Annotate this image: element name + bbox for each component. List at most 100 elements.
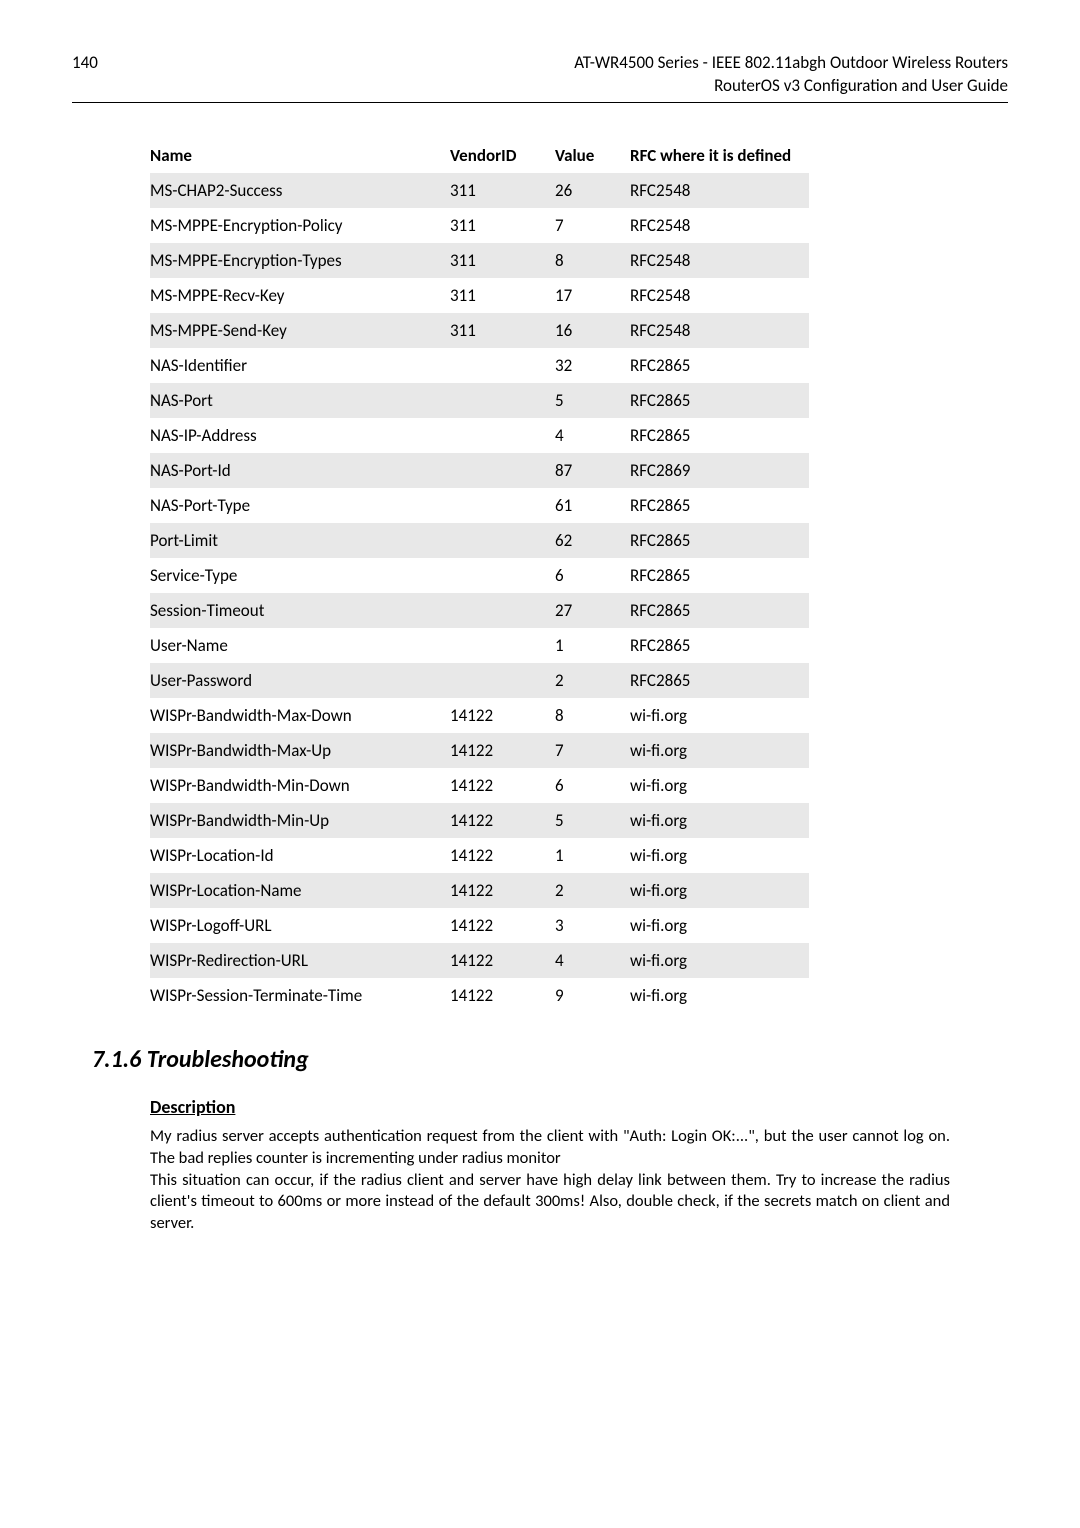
- table-row: User-Name1RFC2865: [150, 628, 809, 663]
- table-cell: RFC2548: [630, 208, 809, 243]
- table-cell: 311: [450, 313, 555, 348]
- table-cell: 14122: [450, 943, 555, 978]
- table-cell: RFC2548: [630, 173, 809, 208]
- table-row: MS-MPPE-Send-Key31116RFC2548: [150, 313, 809, 348]
- table-cell: [450, 383, 555, 418]
- table-cell: RFC2865: [630, 488, 809, 523]
- table-cell: NAS-Port: [150, 383, 450, 418]
- table-cell: 14122: [450, 908, 555, 943]
- table-cell: MS-CHAP2-Success: [150, 173, 450, 208]
- table-cell: WISPr-Session-Terminate-Time: [150, 978, 450, 1013]
- table-cell: 311: [450, 173, 555, 208]
- table-cell: 61: [555, 488, 630, 523]
- table-cell: NAS-Port-Type: [150, 488, 450, 523]
- table-cell: RFC2865: [630, 523, 809, 558]
- table-cell: RFC2865: [630, 628, 809, 663]
- table-row: MS-MPPE-Encryption-Types3118RFC2548: [150, 243, 809, 278]
- sub-heading-description: Description: [150, 1096, 950, 1118]
- table-cell: 1: [555, 628, 630, 663]
- table-cell: wi-fi.org: [630, 873, 809, 908]
- table-row: MS-CHAP2-Success31126RFC2548: [150, 173, 809, 208]
- header-line-1: AT-WR4500 Series - IEEE 802.11abgh Outdo…: [574, 52, 1008, 75]
- table-cell: NAS-Identifier: [150, 348, 450, 383]
- table-cell: 32: [555, 348, 630, 383]
- table-row: NAS-Port-Type 61RFC2865: [150, 488, 809, 523]
- table-row: WISPr-Location-Id141221wi-fi.org: [150, 838, 809, 873]
- table-cell: wi-fi.org: [630, 698, 809, 733]
- table-row: MS-MPPE-Encryption-Policy3117RFC2548: [150, 208, 809, 243]
- table-row: WISPr-Location-Name141222wi-fi.org: [150, 873, 809, 908]
- table-cell: 311: [450, 278, 555, 313]
- page-header: AT-WR4500 Series - IEEE 802.11abgh Outdo…: [574, 52, 1008, 98]
- table-cell: Service-Type: [150, 558, 450, 593]
- table-cell: 5: [555, 383, 630, 418]
- table-cell: 2: [555, 873, 630, 908]
- table-cell: WISPr-Bandwidth-Max-Up: [150, 733, 450, 768]
- table-cell: wi-fi.org: [630, 733, 809, 768]
- attributes-table: Name VendorID Value RFC where it is defi…: [150, 138, 809, 1013]
- table-cell: 14122: [450, 978, 555, 1013]
- table-cell: [450, 628, 555, 663]
- table-cell: MS-MPPE-Encryption-Types: [150, 243, 450, 278]
- table-row: Session-Timeout27RFC2865: [150, 593, 809, 628]
- section-heading-troubleshooting: 7.1.6 Troubleshooting: [92, 1045, 950, 1074]
- table-cell: NAS-Port-Id: [150, 453, 450, 488]
- table-cell: [450, 418, 555, 453]
- table-cell: WISPr-Location-Id: [150, 838, 450, 873]
- table-cell: 4: [555, 418, 630, 453]
- table-cell: RFC2548: [630, 278, 809, 313]
- table-cell: 4: [555, 943, 630, 978]
- table-cell: [450, 523, 555, 558]
- table-header-row: Name VendorID Value RFC where it is defi…: [150, 138, 809, 173]
- table-row: Port-Limit62RFC2865: [150, 523, 809, 558]
- table-row: NAS-Identifier32RFC2865: [150, 348, 809, 383]
- table-cell: 14122: [450, 733, 555, 768]
- table-cell: 311: [450, 208, 555, 243]
- table-cell: 17: [555, 278, 630, 313]
- table-cell: 62: [555, 523, 630, 558]
- table-cell: wi-fi.org: [630, 838, 809, 873]
- table-row: MS-MPPE-Recv-Key31117RFC2548: [150, 278, 809, 313]
- table-cell: 14122: [450, 698, 555, 733]
- table-row: WISPr-Session-Terminate-Time141229wi-fi.…: [150, 978, 809, 1013]
- table-cell: 9: [555, 978, 630, 1013]
- table-cell: RFC2548: [630, 313, 809, 348]
- table-cell: [450, 558, 555, 593]
- table-cell: 8: [555, 243, 630, 278]
- table-cell: 27: [555, 593, 630, 628]
- column-header-rfc: RFC where it is defined: [630, 138, 809, 173]
- table-cell: 5: [555, 803, 630, 838]
- table-row: WISPr-Redirection-URL141224wi-fi.org: [150, 943, 809, 978]
- table-cell: 14122: [450, 873, 555, 908]
- table-cell: wi-fi.org: [630, 768, 809, 803]
- table-cell: WISPr-Bandwidth-Max-Down: [150, 698, 450, 733]
- table-cell: NAS-IP-Address: [150, 418, 450, 453]
- table-cell: [450, 348, 555, 383]
- table-cell: RFC2865: [630, 558, 809, 593]
- header-divider: [72, 102, 1008, 103]
- table-cell: 311: [450, 243, 555, 278]
- table-cell: WISPr-Redirection-URL: [150, 943, 450, 978]
- table-row: WISPr-Bandwidth-Min-Down141226wi-fi.org: [150, 768, 809, 803]
- table-cell: WISPr-Bandwidth-Min-Up: [150, 803, 450, 838]
- table-cell: 14122: [450, 768, 555, 803]
- table-row: User-Password2RFC2865: [150, 663, 809, 698]
- page-number: 140: [72, 52, 98, 73]
- table-cell: wi-fi.org: [630, 803, 809, 838]
- table-cell: MS-MPPE-Send-Key: [150, 313, 450, 348]
- table-row: NAS-Port5RFC2865: [150, 383, 809, 418]
- table-cell: 6: [555, 768, 630, 803]
- table-cell: Session-Timeout: [150, 593, 450, 628]
- table-cell: 14122: [450, 838, 555, 873]
- table-cell: [450, 453, 555, 488]
- table-cell: 87: [555, 453, 630, 488]
- column-header-value: Value: [555, 138, 630, 173]
- table-cell: wi-fi.org: [630, 908, 809, 943]
- table-row: WISPr-Bandwidth-Max-Up141227wi-fi.org: [150, 733, 809, 768]
- table-cell: [450, 488, 555, 523]
- table-row: WISPr-Bandwidth-Min-Up141225wi-fi.org: [150, 803, 809, 838]
- table-cell: 2: [555, 663, 630, 698]
- table-cell: 26: [555, 173, 630, 208]
- table-cell: wi-fi.org: [630, 943, 809, 978]
- page-content: Name VendorID Value RFC where it is defi…: [150, 138, 950, 1235]
